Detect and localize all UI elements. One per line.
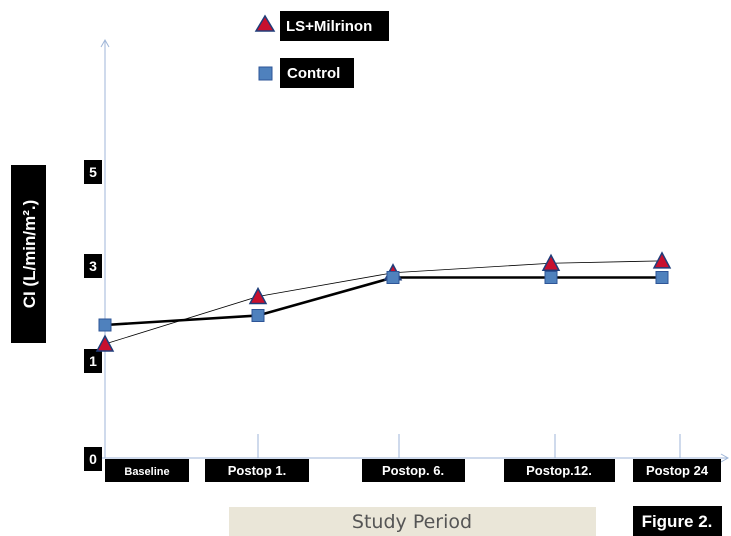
series-line-ls-milrinon <box>104 260 663 345</box>
data-point-control <box>98 318 112 332</box>
x-axis-title-text: Study Period <box>352 511 472 533</box>
y-tick-labels: 5 3 1 0 <box>84 160 102 471</box>
y-axis-arrow <box>100 38 110 48</box>
y-tick-text: 3 <box>89 258 97 274</box>
x-label-postop1: Postop 1. <box>205 459 309 482</box>
legend: LS+Milrinon Control <box>254 11 389 88</box>
figure-caption: Figure 2. <box>633 506 722 536</box>
x-tick-labels: Baseline Postop 1. Postop. 6. Postop.12.… <box>105 459 721 482</box>
x-label-postop6: Postop. 6. <box>362 459 465 482</box>
y-axis-title: CI (L/min/m².) <box>11 165 46 343</box>
y-tick-text: 1 <box>89 353 97 369</box>
data-point-ls-milrinon <box>652 251 672 269</box>
x-axis-arrow <box>720 453 730 463</box>
x-tick-marks <box>257 434 681 458</box>
legend-item-ls-milrinon: LS+Milrinon <box>254 11 389 41</box>
x-tick-text: Postop 24 <box>646 463 709 478</box>
y-tick-label-5: 5 <box>84 160 102 184</box>
legend-label: Control <box>287 65 340 82</box>
y-tick-label-1: 1 <box>84 349 102 373</box>
data-point-control <box>386 271 400 284</box>
square-marker-icon <box>258 66 273 81</box>
data-point-control <box>251 309 265 322</box>
x-axis-title: Study Period <box>229 507 596 536</box>
x-tick-text: Postop.12. <box>526 463 592 478</box>
x-label-baseline: Baseline <box>105 459 189 482</box>
y-tick-label-3: 3 <box>84 254 102 278</box>
x-tick-text: Baseline <box>124 466 169 478</box>
data-point-ls-milrinon <box>248 286 268 305</box>
series-layer <box>95 251 672 352</box>
y-tick-label-0: 0 <box>84 447 102 471</box>
figure-caption-text: Figure 2. <box>642 512 713 531</box>
y-tick-text: 0 <box>89 451 97 467</box>
x-label-postop12: Postop.12. <box>504 459 615 482</box>
y-tick-text: 5 <box>89 164 97 180</box>
y-axis-title-text: CI (L/min/m².) <box>20 200 39 309</box>
legend-item-control: Control <box>258 58 354 88</box>
data-point-control <box>544 271 558 284</box>
data-point-control <box>655 271 669 284</box>
x-tick-text: Postop 1. <box>228 463 287 478</box>
legend-label: LS+Milrinon <box>286 18 372 35</box>
data-point-ls-milrinon <box>95 334 115 352</box>
x-label-postop24: Postop 24 <box>633 459 721 482</box>
data-point-ls-milrinon <box>541 253 561 271</box>
x-tick-text: Postop. 6. <box>382 463 444 478</box>
triangle-marker-icon <box>254 14 276 32</box>
